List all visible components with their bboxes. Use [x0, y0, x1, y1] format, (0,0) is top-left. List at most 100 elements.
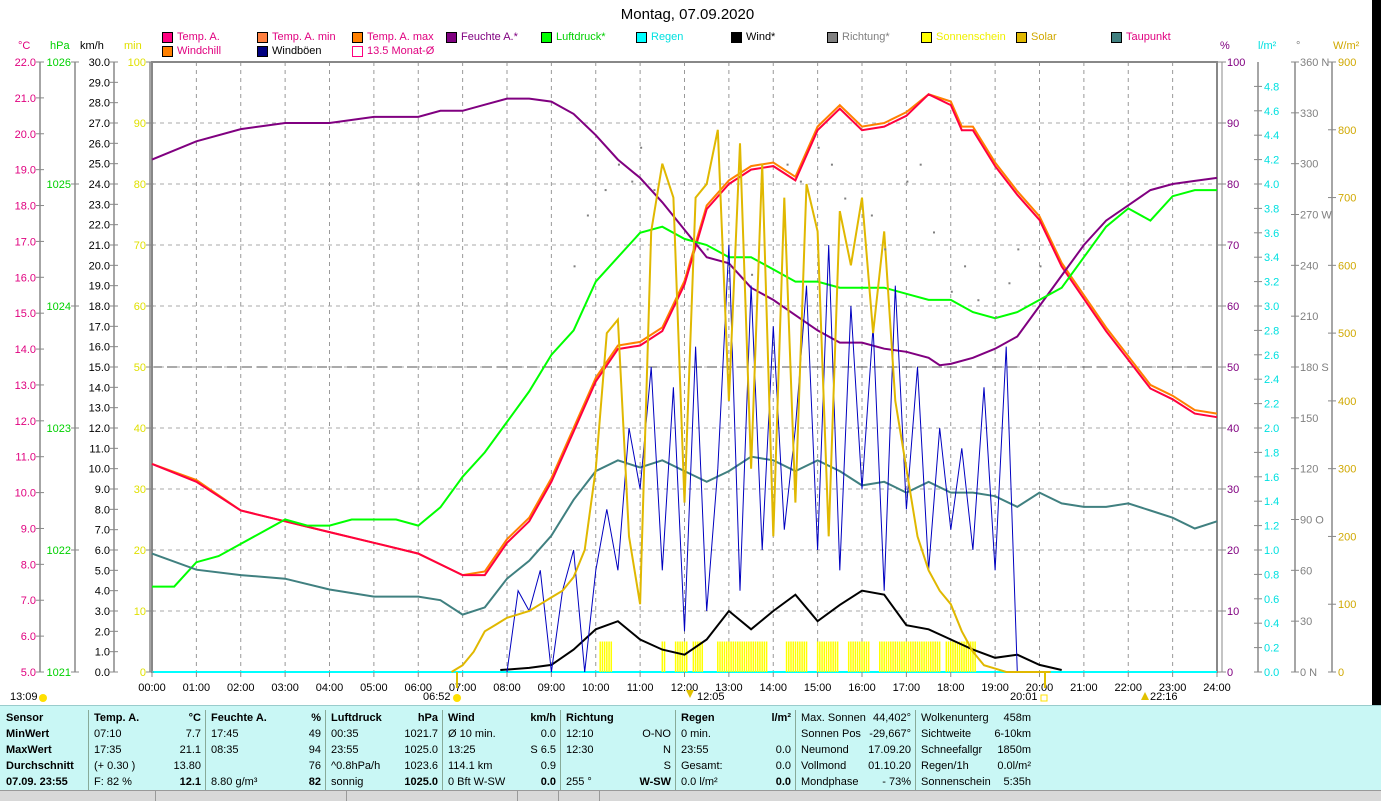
axis-deg-label: 180 S	[1300, 362, 1329, 374]
axis-hpa-label: 1021	[47, 667, 71, 679]
axis-rain-label: 1.8	[1264, 447, 1279, 459]
axis-wm2-label: 0	[1338, 667, 1344, 679]
stats-label: 23:55	[331, 744, 359, 756]
axis-rain-label: 0.0	[1264, 667, 1279, 679]
direction-point	[604, 189, 607, 192]
stats-row: sonnig 1025.0	[325, 774, 442, 790]
axis-rain-label: 2.6	[1264, 350, 1279, 362]
x-tick-label: 03:00	[271, 682, 299, 694]
moon-time-label: 13:09	[10, 691, 38, 703]
axis-deg-label: 60	[1300, 565, 1312, 577]
axis-kmh-label: 1.0	[95, 647, 110, 659]
axis-pct-label: 30	[1227, 484, 1239, 496]
axis-hpa-label: 1022	[47, 545, 71, 557]
x-tick-label: 07:00	[449, 682, 477, 694]
stats-value: O-NO	[642, 728, 671, 740]
unit-hpa: hPa	[50, 40, 70, 52]
stats-row: Feuchte A.%	[205, 710, 325, 726]
x-tick-label: 16:00	[848, 682, 876, 694]
legend-swatch	[446, 31, 457, 43]
direction-point	[751, 273, 754, 276]
direction-point	[799, 180, 802, 183]
axis-deg-label: 240	[1300, 260, 1318, 272]
axis-min-label: 0	[140, 667, 146, 679]
sunset-icon	[1040, 694, 1048, 702]
axis-rain-label: 4.2	[1264, 155, 1279, 167]
stats-value: S 6.5	[530, 744, 556, 756]
stats-row: Gesamt: 0.0	[675, 758, 795, 774]
stats-row: 17:35 21.1	[88, 742, 205, 758]
axis-rain-label: 2.4	[1264, 374, 1279, 386]
axis-deg-label: 270 W	[1300, 210, 1332, 222]
axis-rain-label: 0.2	[1264, 643, 1279, 655]
legend-label: Regen	[651, 31, 684, 43]
legend-item: Temp. A. max	[352, 31, 434, 43]
stats-column: Max. Sonnen 44,402° Sonnen Pos -29,667° Neum…	[795, 710, 916, 790]
stats-row: Temp. A. °C	[88, 710, 205, 726]
sunrise-label: 06:52	[423, 691, 451, 703]
legend-label: Luftdruck*	[556, 31, 606, 43]
axis-rain-label: 1.2	[1264, 521, 1279, 533]
axis-temp-label: 7.0	[21, 595, 36, 607]
stats-row: 13:25 S 6.5	[442, 742, 560, 758]
stats-value: 13.80	[173, 760, 201, 772]
axis-kmh-label: 23.0	[89, 199, 110, 211]
stats-row: Vollmond 01.10.20	[795, 758, 915, 774]
direction-point	[706, 248, 709, 251]
unit-min: min	[124, 40, 142, 52]
stats-label: 00:35	[331, 728, 359, 740]
direction-point	[919, 163, 922, 166]
axis-kmh-label: 30.0	[89, 57, 110, 69]
axis-min-label: 30	[134, 484, 146, 496]
x-tick-label: 13:00	[715, 682, 743, 694]
stats-value: 94	[308, 744, 321, 756]
stats-label: 0 Bft W-SW	[448, 776, 506, 788]
stats-column: Sensor MinWert MaxWert Durchschnitt 07.09. 2…	[0, 710, 89, 790]
x-tick-label: 22:00	[1114, 682, 1142, 694]
x-tick-label: 04:00	[316, 682, 344, 694]
stats-column: Regen l/m² 0 min. 23:55 0.0 Gesamt: 0.0 0.0 l/m…	[675, 710, 796, 790]
stats-row: 0 min.	[675, 726, 795, 742]
direction-point	[1008, 282, 1011, 285]
axis-rain-label: 3.2	[1264, 277, 1279, 289]
axis-kmh-label: 7.0	[95, 525, 110, 537]
series-windb-en	[506, 244, 1018, 673]
legend-label: Temp. A. min	[272, 31, 336, 43]
legend-swatch	[352, 45, 363, 57]
axis-kmh-label: 20.0	[89, 260, 110, 272]
stats-column: Wolkenunterg 458m Sichtweite 6-10km Schneefa…	[915, 710, 1035, 790]
stats-row: Neumond 17.09.20	[795, 742, 915, 758]
axis-rain-label: 0.6	[1264, 594, 1279, 606]
axis-pct-label: 40	[1227, 423, 1239, 435]
stats-row: MinWert	[0, 726, 88, 742]
stats-value: 0.0l/m²	[997, 760, 1031, 772]
stats-value: 21.1	[179, 744, 201, 756]
axis-temp-label: 17.0	[15, 236, 36, 248]
x-tick-label: 09:00	[538, 682, 566, 694]
legend-swatch	[636, 31, 647, 43]
axis-kmh-label: 26.0	[89, 138, 110, 150]
axis-temp-label: 19.0	[15, 165, 36, 177]
axis-rain-label: 3.4	[1264, 252, 1279, 264]
legend-swatch	[731, 31, 742, 43]
stats-row: 00:35 1021.7	[325, 726, 442, 742]
x-tick-label: 24:00	[1203, 682, 1231, 694]
stats-row: (+ 0.30 ) 13.80	[88, 758, 205, 774]
stats-value: - 73%	[882, 776, 911, 788]
axis-deg-label: 150	[1300, 413, 1318, 425]
stats-label: Temp. A.	[94, 712, 140, 724]
axis-temp-label: 8.0	[21, 559, 36, 571]
axis-kmh-label: 11.0	[89, 443, 110, 455]
sunrise-icon	[453, 694, 461, 702]
stats-value: 82	[308, 776, 321, 788]
direction-point	[728, 265, 731, 268]
stats-label: 12:30	[566, 744, 594, 756]
direction-point	[817, 146, 820, 149]
axis-kmh-label: 12.0	[89, 423, 110, 435]
legend-item: Solar	[1016, 31, 1057, 43]
stats-value: S	[663, 760, 671, 772]
x-tick-label: 08:00	[493, 682, 521, 694]
stats-label: Luftdruck	[331, 712, 382, 724]
stats-label: Gesamt:	[681, 760, 723, 772]
x-tick-label: 12:00	[671, 682, 699, 694]
